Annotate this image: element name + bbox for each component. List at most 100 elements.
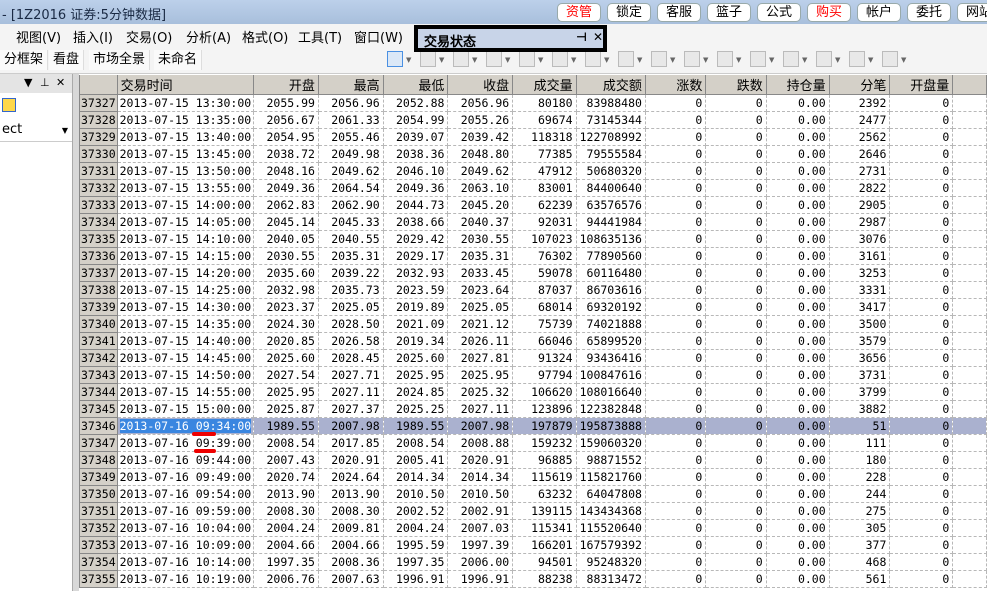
table-row[interactable]: 37354 2013-07-16 10:14:00 1997.35 2008.36 19… — [79, 553, 987, 571]
menu-item[interactable]: 插入(I) — [73, 31, 113, 46]
dropdown-arrow-icon[interactable]: ▼ — [604, 56, 610, 64]
table-row[interactable]: 37344 2013-07-15 14:55:00 2025.95 2027.11 20… — [79, 383, 987, 401]
menu-item[interactable]: 工具(T) — [298, 31, 343, 46]
table-row[interactable]: 37342 2013-07-15 14:45:00 2025.60 2028.45 20… — [79, 349, 987, 367]
column-header[interactable]: 成交量 — [512, 75, 577, 95]
table-row[interactable]: 37338 2013-07-15 14:25:00 2032.98 2035.73 20… — [79, 281, 987, 299]
top-button[interactable]: 委托 — [907, 3, 951, 22]
workspace-tab[interactable]: 市场全景 — [89, 50, 151, 70]
table-row[interactable]: 37328 2013-07-15 13:35:00 2056.67 2061.33 20… — [79, 111, 987, 129]
table-row[interactable]: 37339 2013-07-15 14:30:00 2023.37 2025.05 20… — [79, 298, 987, 316]
workspace-tab[interactable]: 分框架 — [0, 50, 49, 70]
table-row[interactable]: 37331 2013-07-15 13:50:00 2048.16 2049.62 20… — [79, 162, 987, 180]
table-row[interactable]: 37330 2013-07-15 13:45:00 2038.72 2049.98 20… — [79, 145, 987, 163]
close-icon[interactable]: ✕ — [56, 76, 66, 89]
column-header[interactable]: 涨数 — [644, 75, 707, 95]
column-header[interactable]: 最高 — [317, 75, 384, 95]
lock-tool-icon[interactable] — [816, 51, 832, 67]
table-row[interactable]: 37335 2013-07-15 14:10:00 2040.05 2040.55 20… — [79, 230, 987, 248]
menu-item[interactable]: 交易(O) — [126, 31, 173, 46]
table-row[interactable]: 37346 2013-07-16 09:34:00 1989.55 2007.98 19… — [79, 417, 987, 435]
trade-status-window[interactable]: 交易状态 ⊣ ✕ — [414, 25, 607, 52]
table-row[interactable]: 37348 2013-07-16 09:44:00 2007.43 2020.91 20… — [79, 451, 987, 469]
table-row[interactable]: 37347 2013-07-16 09:39:00 2008.54 2017.85 20… — [79, 434, 987, 452]
dropdown-arrow-icon[interactable]: ▼ — [439, 56, 445, 64]
table-row[interactable]: 37350 2013-07-16 09:54:00 2013.90 2013.90 20… — [79, 485, 987, 503]
pin-icon[interactable]: ⊥ — [40, 76, 50, 89]
dropdown-arrow-icon[interactable]: ▼ — [406, 56, 412, 64]
table-row[interactable]: 37340 2013-07-15 14:35:00 2024.30 2028.50 20… — [79, 315, 987, 333]
select-tool-icon[interactable] — [387, 51, 403, 67]
column-header[interactable]: 成交额 — [575, 75, 646, 95]
top-button[interactable]: 锁定 — [607, 3, 651, 22]
top-button[interactable]: 帐户 — [857, 3, 901, 22]
column-tool-icon[interactable] — [486, 51, 502, 67]
menu-item[interactable]: 视图(V) — [16, 31, 62, 46]
table-row[interactable]: 37349 2013-07-16 09:49:00 2020.74 2024.64 20… — [79, 468, 987, 486]
dropdown-arrow-icon[interactable]: ▼ — [835, 56, 841, 64]
column-header[interactable]: 开盘量 — [889, 75, 954, 95]
left-panel-select[interactable]: ect ▼ — [0, 122, 72, 142]
top-button[interactable]: 购买 — [807, 3, 851, 22]
table-row[interactable]: 37334 2013-07-15 14:05:00 2045.14 2045.33 20… — [79, 213, 987, 231]
dropdown-arrow-icon[interactable]: ▼ — [505, 56, 511, 64]
dropdown-arrow-icon[interactable]: ▼ — [901, 56, 907, 64]
table-row[interactable]: 37355 2013-07-16 10:19:00 2006.76 2007.63 19… — [79, 570, 987, 588]
table-row[interactable]: 37332 2013-07-15 13:55:00 2049.36 2064.54 20… — [79, 179, 987, 197]
column-header[interactable] — [79, 75, 118, 95]
dropdown-arrow-icon[interactable]: ▼ — [472, 56, 478, 64]
table-row[interactable]: 37353 2013-07-16 10:09:00 2004.66 2004.66 19… — [79, 536, 987, 554]
panel-splitter[interactable] — [72, 74, 79, 591]
menu-item[interactable]: 格式(O) — [242, 31, 289, 46]
cursor-tool-icon[interactable] — [420, 51, 436, 67]
dropdown-arrow-icon[interactable]: ▼ — [637, 56, 643, 64]
table-row[interactable]: 37336 2013-07-15 14:15:00 2030.55 2035.31 20… — [79, 247, 987, 265]
dropdown-arrow-icon[interactable]: ▼ — [571, 56, 577, 64]
menu-item[interactable]: 窗口(W) — [354, 31, 403, 46]
column-header[interactable]: 交易时间 — [116, 75, 255, 95]
top-button[interactable]: 客服 — [657, 3, 701, 22]
dropdown-arrow-icon[interactable]: ▼ — [538, 56, 544, 64]
workspace-tab[interactable]: 看盘 — [49, 50, 85, 70]
column-header[interactable]: 分笔 — [828, 75, 891, 95]
dropdown-arrow-icon[interactable]: ▼ — [670, 56, 676, 64]
new-item-icon[interactable] — [2, 98, 16, 112]
fan-tool-icon[interactable] — [585, 51, 601, 67]
table-row[interactable]: 37327 2013-07-15 13:30:00 2055.99 2056.96 20… — [79, 94, 987, 112]
pin-icon[interactable]: ⊣ — [576, 30, 587, 44]
dropdown-arrow-icon[interactable]: ▼ — [769, 56, 775, 64]
column-header[interactable]: 最低 — [382, 75, 449, 95]
copy-tool-icon[interactable] — [717, 51, 733, 67]
column-header[interactable]: 持仓量 — [765, 75, 830, 95]
dropdown-arrow-icon[interactable]: ▼ — [736, 56, 742, 64]
list-tool-icon[interactable] — [453, 51, 469, 67]
top-button[interactable]: 网站 — [957, 3, 987, 22]
workspace-tab[interactable]: 未命名 — [154, 50, 203, 70]
dropdown-arrow-icon[interactable]: ▼ — [802, 56, 808, 64]
top-button[interactable]: 公式 — [757, 3, 801, 22]
eraser-tool-icon[interactable] — [783, 51, 799, 67]
channel-tool-icon[interactable] — [552, 51, 568, 67]
table-row[interactable]: 37351 2013-07-16 09:59:00 2008.30 2008.30 20… — [79, 502, 987, 520]
dropdown-arrow-icon[interactable]: ▼ — [868, 56, 874, 64]
table-row[interactable]: 37337 2013-07-15 14:20:00 2035.60 2039.22 20… — [79, 264, 987, 282]
cross-tool-icon[interactable] — [750, 51, 766, 67]
table-row[interactable]: 37343 2013-07-15 14:50:00 2027.54 2027.71 20… — [79, 366, 987, 384]
rect-tool-icon[interactable] — [618, 51, 634, 67]
dropdown-arrow-icon[interactable]: ▼ — [703, 56, 709, 64]
text-tool-icon[interactable] — [684, 51, 700, 67]
table-row[interactable]: 37329 2013-07-15 13:40:00 2054.95 2055.46 20… — [79, 128, 987, 146]
top-button[interactable]: 资管 — [557, 3, 601, 22]
table-row[interactable]: 37352 2013-07-16 10:04:00 2004.24 2009.81 20… — [79, 519, 987, 537]
dropdown-icon[interactable]: ▼ — [24, 76, 33, 89]
trendline-tool-icon[interactable] — [519, 51, 535, 67]
circle-tool-icon[interactable] — [651, 51, 667, 67]
table-row[interactable]: 37345 2013-07-15 15:00:00 2025.87 2027.37 20… — [79, 400, 987, 418]
top-button[interactable]: 篮子 — [707, 3, 751, 22]
grid-tool-icon[interactable] — [849, 51, 865, 67]
table-row[interactable]: 37341 2013-07-15 14:40:00 2020.85 2026.58 20… — [79, 332, 987, 350]
column-header[interactable]: 跌数 — [705, 75, 767, 95]
column-header[interactable]: 开盘 — [253, 75, 319, 95]
close-icon[interactable]: ✕ — [593, 30, 604, 44]
menu-item[interactable]: 分析(A) — [186, 31, 232, 46]
